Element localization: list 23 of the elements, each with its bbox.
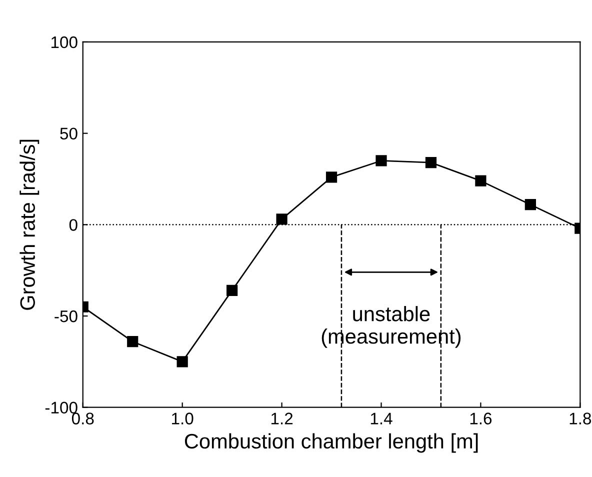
x-tick-label: 1.6 — [470, 412, 492, 424]
point — [176, 356, 188, 368]
point — [376, 155, 387, 166]
point — [524, 199, 536, 210]
point — [127, 336, 138, 348]
y-tick-label: -50 — [54, 310, 78, 322]
x-axis-title: Combustion chamber length [m] — [184, 433, 478, 453]
annotation: unstable (measurement) — [322, 306, 461, 348]
point — [425, 156, 437, 168]
x-tick-label: 1.4 — [370, 412, 392, 424]
point — [276, 214, 288, 225]
x-tick-label: 1.8 — [570, 412, 592, 424]
x-tick-label: 1.2 — [271, 412, 293, 424]
y-tick-label: 50 — [60, 128, 78, 140]
point — [326, 172, 338, 183]
x-tick-label: 0.8 — [72, 412, 94, 424]
point — [475, 175, 486, 186]
y-tick-label: -100 — [45, 402, 78, 414]
point — [226, 284, 238, 296]
y-axis-title: Growth rate [rad/s] — [20, 140, 40, 310]
y-tick-label: 0 — [69, 219, 78, 231]
y-tick-label: 100 — [51, 36, 78, 48]
x-tick-label: 1.0 — [172, 412, 194, 424]
